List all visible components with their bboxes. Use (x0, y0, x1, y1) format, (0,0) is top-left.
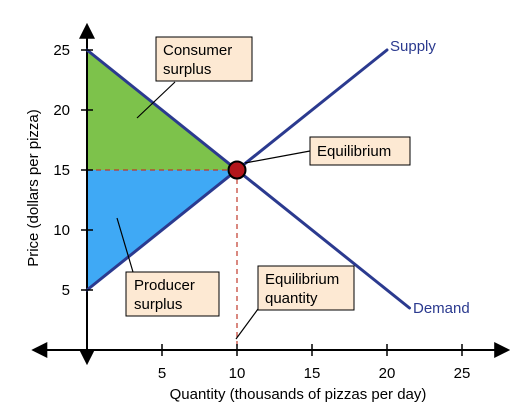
callout-text-producer-1: Producer (134, 277, 195, 294)
callout-box-producer (125, 271, 220, 317)
callout-text-quantity-2: quantity (265, 290, 318, 307)
y-tick-label: 20 (53, 102, 70, 119)
callout-box-consumer (155, 36, 253, 82)
x-tick-label: 20 (379, 365, 396, 382)
callout-leader-quantity (235, 308, 259, 340)
callout-text-quantity-1: Equilibrium (265, 271, 339, 288)
series-label-supply: Supply (390, 38, 436, 55)
callout-equilibrium: Equilibrium (244, 136, 411, 166)
equilibrium-point (227, 160, 247, 180)
y-tick-label: 5 (62, 282, 70, 299)
callout-equilibrium-quantity: Equilibrium quantity (235, 265, 355, 340)
callout-text-consumer-1: Consumer (163, 42, 232, 59)
x-tick-label: 25 (454, 365, 471, 382)
callout-text-consumer-2: surplus (163, 61, 211, 78)
x-tick-label: 10 (229, 365, 246, 382)
axes (31, 22, 511, 366)
callout-leader-producer (116, 217, 134, 273)
demand-curve (85, 48, 411, 310)
callout-producer-surplus: Producer surplus (116, 217, 220, 317)
callout-box-quantity (257, 265, 355, 311)
callout-text-equilibrium: Equilibrium (317, 143, 391, 160)
y-tick-label: 25 (53, 42, 70, 59)
callout-leader-equilibrium (244, 150, 311, 164)
y-tick-label: 10 (53, 222, 70, 239)
x-tick-label: 5 (158, 365, 166, 382)
equilibrium-guides (87, 169, 238, 350)
y-axis-title: Price (dollars per pizza) (25, 109, 42, 267)
x-axis-title: Quantity (thousands of pizzas per day) (170, 386, 427, 403)
equilibrium-point-layer (227, 160, 247, 180)
y-tick-label: 15 (53, 162, 70, 179)
x-tick-label: 15 (304, 365, 321, 382)
callout-consumer-surplus: Consumer surplus (136, 36, 253, 119)
series-label-demand: Demand (413, 300, 470, 317)
callout-leader-consumer (136, 81, 176, 119)
callout-box-equilibrium (309, 136, 411, 166)
tick-labels: 5 10 15 20 25 5 10 15 20 25 (53, 42, 470, 382)
callout-text-producer-2: surplus (134, 296, 182, 313)
